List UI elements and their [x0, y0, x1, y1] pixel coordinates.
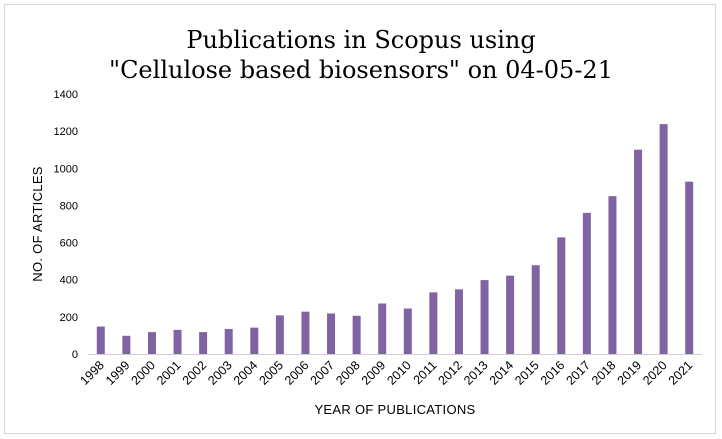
bar-2003 [224, 328, 233, 354]
bar-2020 [659, 124, 668, 354]
bar-2001 [173, 329, 182, 354]
x-tick-label: 2018 [589, 358, 619, 388]
x-tick-label: 2017 [563, 358, 593, 388]
x-tick-label: 2007 [308, 358, 338, 388]
bar-2009 [378, 303, 387, 354]
y-axis-label: NO. OF ARTICLES [30, 166, 45, 282]
x-tick-label: 2006 [282, 358, 312, 388]
chart-title-line-1: Publications in Scopus using [186, 26, 536, 54]
y-tick-label: 1000 [54, 163, 78, 175]
bar-2006 [301, 311, 310, 354]
bar-1998 [96, 326, 105, 354]
x-axis-ticks: 1998199920002001200220032004200520062007… [77, 358, 695, 388]
x-tick-label: 2009 [359, 358, 389, 388]
y-tick-label: 800 [60, 200, 78, 212]
bar-2004 [250, 327, 259, 354]
x-tick-label: 2001 [154, 358, 184, 388]
bar-2012 [454, 289, 463, 354]
bar-2005 [275, 315, 284, 354]
y-tick-label: 400 [60, 275, 78, 287]
x-tick-label: 1999 [103, 358, 133, 388]
bar-2013 [480, 280, 489, 354]
x-tick-label: 2004 [231, 358, 261, 388]
bar-2019 [634, 149, 643, 354]
x-tick-label: 2012 [436, 358, 466, 388]
x-tick-label: 2011 [411, 358, 440, 387]
bar-2010 [403, 308, 412, 354]
bar-2000 [147, 332, 156, 354]
x-axis-label: YEAR OF PUBLICATIONS [314, 402, 475, 417]
y-tick-label: 1200 [54, 126, 78, 138]
x-tick-label: 2003 [205, 358, 235, 388]
bar-2017 [582, 212, 591, 354]
bar-2014 [506, 275, 515, 354]
bar-2015 [531, 265, 540, 354]
y-tick-label: 200 [60, 312, 78, 324]
x-tick-label: 2021 [666, 358, 696, 388]
bar-2011 [429, 292, 438, 354]
bar-2016 [557, 237, 566, 354]
bar-2018 [608, 196, 617, 354]
bar-2008 [352, 315, 361, 354]
x-tick-label: 2020 [640, 358, 670, 388]
x-tick-label: 2010 [384, 358, 414, 388]
y-tick-label: 1400 [54, 89, 78, 101]
x-tick-label: 2015 [512, 358, 542, 388]
x-tick-label: 2013 [461, 358, 491, 388]
x-tick-label: 1998 [77, 358, 107, 388]
bar-2007 [327, 313, 336, 354]
x-tick-label: 2005 [256, 358, 286, 388]
x-tick-label: 2014 [487, 358, 517, 388]
x-tick-label: 2002 [180, 358, 210, 388]
y-tick-label: 600 [60, 238, 78, 250]
x-tick-label: 2016 [538, 358, 568, 388]
bar-2002 [199, 332, 208, 354]
y-axis-ticks: 0 200 400 600 800 1000 1200 1400 [54, 89, 78, 361]
x-tick-label: 2000 [129, 358, 159, 388]
bar-2021 [685, 181, 694, 354]
x-tick-label: 2008 [333, 358, 363, 388]
chart-title-line-2: "Cellulose based biosensors" on 04-05-21 [109, 56, 613, 84]
x-tick-label: 2019 [615, 358, 645, 388]
chart-frame [4, 4, 716, 434]
y-tick-label: 0 [72, 349, 78, 361]
bars [96, 124, 694, 354]
bar-1999 [122, 335, 131, 354]
